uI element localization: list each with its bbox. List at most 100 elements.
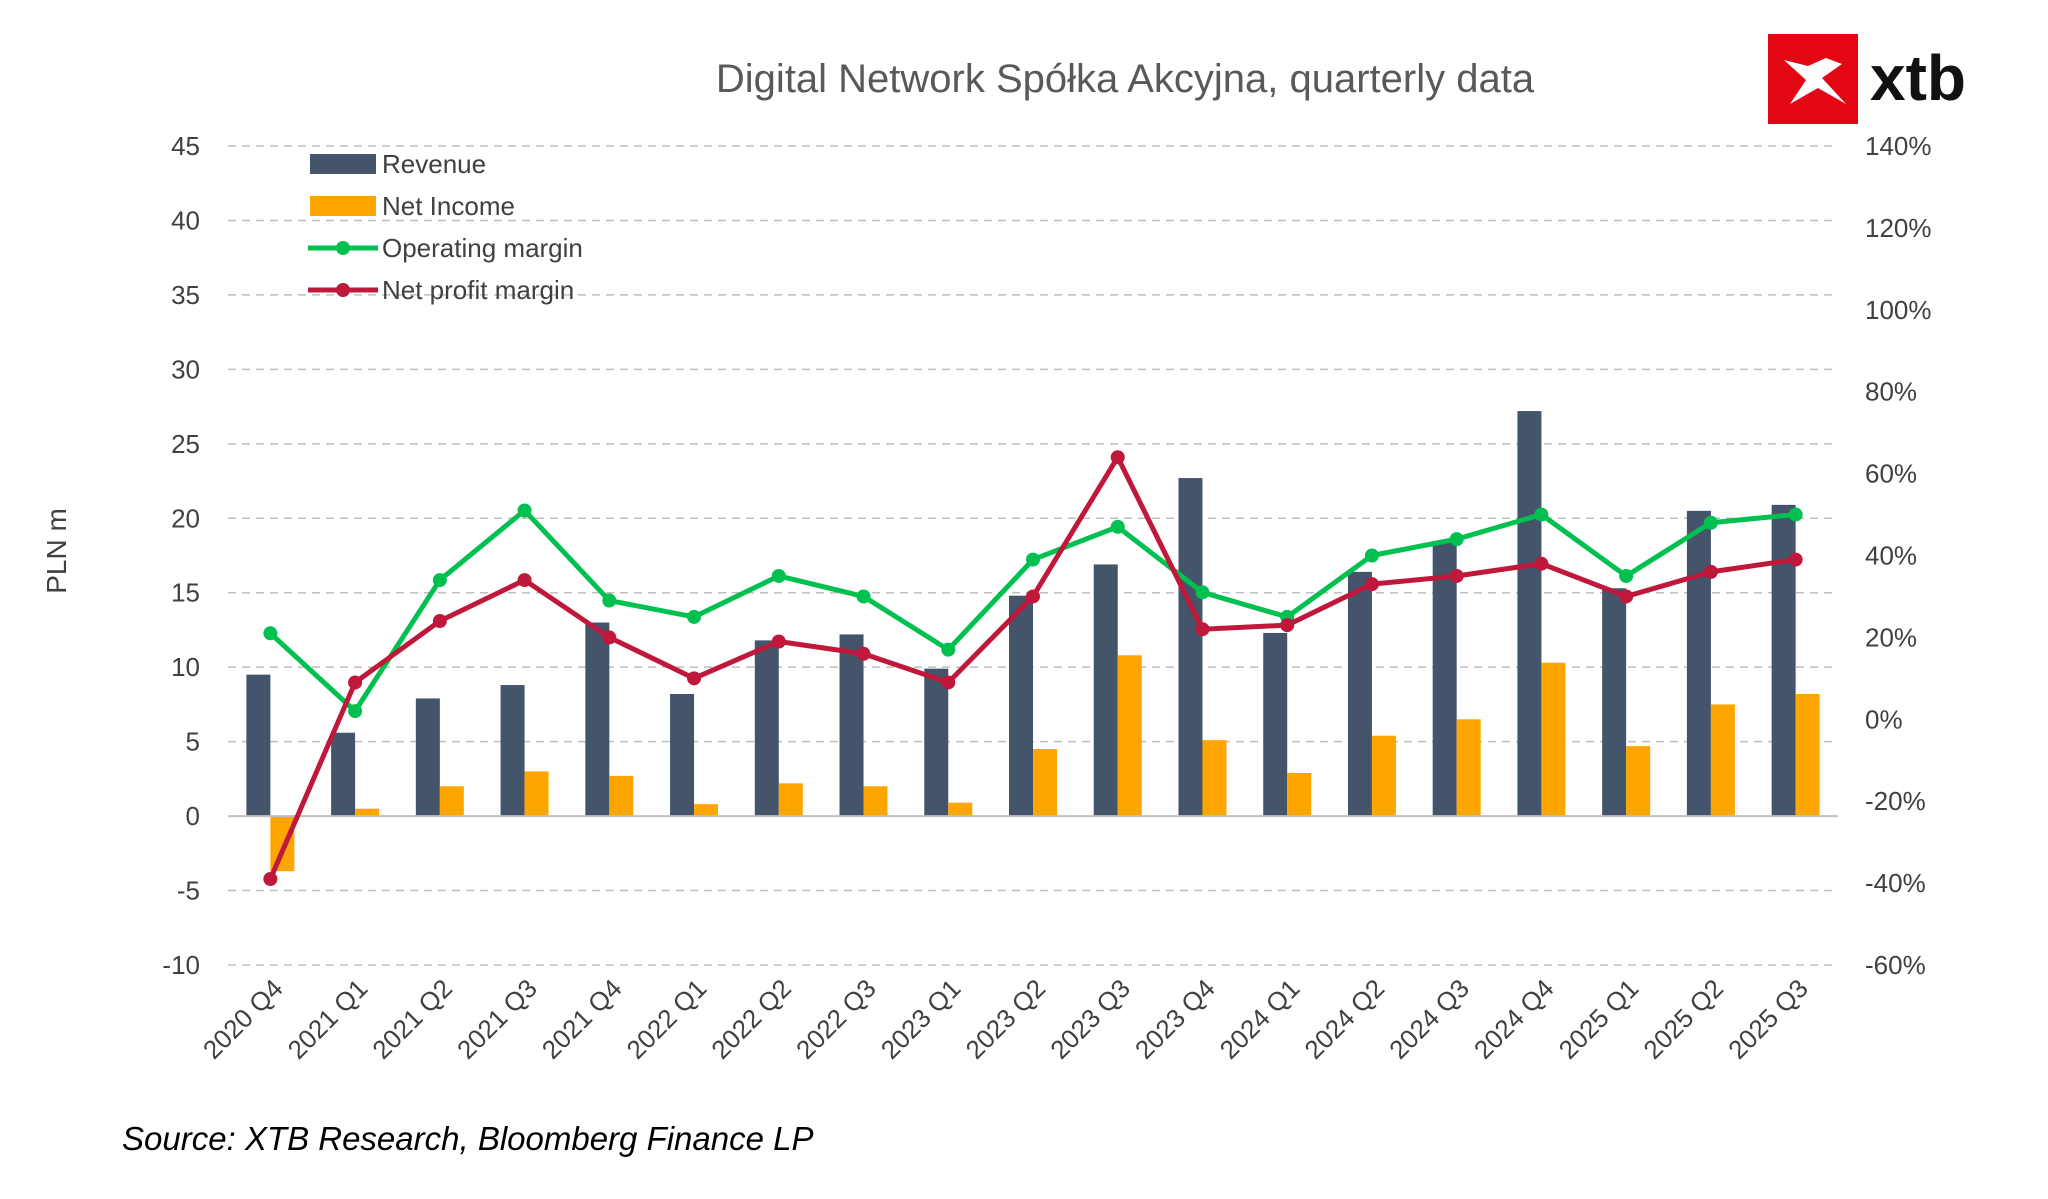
- net-income-bar: [1626, 746, 1651, 817]
- net-income-bar: [270, 816, 295, 872]
- x-tick-label: 2024 Q1: [1214, 973, 1306, 1065]
- net-income-bar: [609, 775, 634, 817]
- net-profit-margin-point: [1703, 564, 1718, 579]
- y2-tick-label: -20%: [1865, 786, 1926, 816]
- net-income-bar: [1117, 655, 1142, 817]
- revenue-bar: [500, 685, 525, 817]
- net-profit-margin-point: [1788, 552, 1803, 567]
- y2-tick-label: 80%: [1865, 377, 1917, 407]
- operating-margin-point: [941, 642, 956, 657]
- revenue-bar: [585, 622, 610, 817]
- net-profit-margin-point: [263, 872, 278, 887]
- legend-swatch-net-income: [310, 196, 376, 216]
- net-profit-margin-point: [687, 671, 702, 686]
- operating-margin-point: [1110, 519, 1125, 534]
- net-income-bar: [1541, 662, 1566, 817]
- net-income-bar: [863, 786, 888, 817]
- y-axis-label: PLN m: [41, 508, 72, 594]
- y2-tick-label: 0%: [1865, 704, 1903, 734]
- revenue-bar: [1686, 510, 1711, 817]
- y2-tick-label: 140%: [1865, 131, 1932, 161]
- legend-label-net-profit-margin: Net profit margin: [382, 275, 574, 305]
- net-profit-margin-point: [348, 675, 363, 690]
- operating-margin-point: [602, 593, 617, 608]
- x-tick-label: 2024 Q4: [1468, 973, 1560, 1065]
- xtb-logo: xtb: [1768, 34, 1966, 124]
- x-tick-label: 2022 Q1: [621, 973, 713, 1065]
- net-profit-margin-point: [1110, 450, 1125, 465]
- x-tick-label: 2021 Q1: [282, 973, 374, 1065]
- y-tick-label: -5: [177, 876, 200, 906]
- net-income-bar: [1456, 719, 1481, 817]
- x-tick-label: 2023 Q4: [1129, 973, 1221, 1065]
- legend-marker-operating-margin: [336, 241, 350, 255]
- revenue-bar: [839, 634, 864, 817]
- legend-marker-net-profit-margin: [336, 283, 350, 297]
- x-tick-label: 2021 Q2: [366, 973, 458, 1065]
- y-tick-label: 35: [171, 280, 200, 310]
- net-income-bar: [355, 808, 380, 817]
- y-tick-label: 15: [171, 578, 200, 608]
- revenue-bar: [246, 674, 271, 817]
- net-income-bar: [1287, 772, 1312, 817]
- logo-x-icon: [1784, 58, 1846, 104]
- revenue-bar: [1347, 571, 1372, 817]
- revenue-bar: [1432, 542, 1457, 817]
- legend: Revenue Net Income Operating margin Net pro…: [308, 149, 583, 305]
- y-tick-label: 0: [186, 801, 200, 831]
- revenue-bar: [924, 668, 949, 817]
- operating-margin-point: [263, 626, 278, 641]
- y2-tick-label: -60%: [1865, 950, 1926, 980]
- x-tick-label: 2025 Q3: [1722, 973, 1814, 1065]
- y-tick-label: 20: [171, 503, 200, 533]
- net-profit-margin-point: [1364, 577, 1379, 592]
- line-series: [263, 450, 1803, 887]
- revenue-bar: [754, 640, 779, 817]
- x-tick-label: 2023 Q3: [1044, 973, 1136, 1065]
- right-axis-ticks: 140% 120% 100% 80% 60% 40% 20% 0% -20% -40% -60%: [1865, 131, 1932, 980]
- operating-margin-point: [1788, 507, 1803, 522]
- y-tick-label: 25: [171, 429, 200, 459]
- operating-margin-point: [1364, 548, 1379, 563]
- source-note: Source: XTB Research, Bloomberg Finance …: [122, 1120, 814, 1157]
- net-profit-margin-point: [1619, 589, 1634, 604]
- y-tick-label: 45: [171, 131, 200, 161]
- x-tick-label: 2021 Q4: [536, 973, 628, 1065]
- net-profit-margin-point: [856, 646, 871, 661]
- net-income-bar: [524, 771, 549, 817]
- revenue-bar: [1009, 595, 1033, 817]
- net-profit-margin-point: [1026, 589, 1040, 604]
- left-axis-ticks: 45 40 35 30 25 20 15 10 5 0 -5 -10: [162, 131, 200, 980]
- revenue-bar: [1093, 564, 1118, 817]
- bar-series: [246, 411, 1820, 872]
- operating-margin-point: [1449, 532, 1464, 547]
- net-income-bar: [1795, 693, 1820, 817]
- operating-margin-point: [432, 573, 447, 588]
- net-profit-margin-point: [517, 573, 532, 588]
- y-tick-label: -10: [162, 950, 200, 980]
- net-income-bar: [778, 783, 803, 817]
- net-profit-margin-point: [771, 634, 786, 649]
- revenue-bar: [1517, 411, 1542, 817]
- logo-text: xtb: [1870, 42, 1966, 114]
- y2-tick-label: 100%: [1865, 295, 1932, 325]
- y-tick-label: 10: [171, 652, 200, 682]
- x-tick-label: 2023 Q1: [875, 973, 967, 1065]
- operating-margin-point: [771, 568, 786, 583]
- net-income-bar: [1033, 749, 1057, 817]
- legend-label-net-income: Net Income: [382, 191, 515, 221]
- operating-margin-point: [348, 704, 363, 719]
- operating-margin-point: [1619, 568, 1634, 583]
- net-income-bar: [1710, 704, 1735, 817]
- x-tick-label: 2022 Q2: [705, 973, 797, 1065]
- revenue-bar: [415, 698, 440, 817]
- x-tick-label: 2021 Q3: [451, 973, 543, 1065]
- chart-title: Digital Network Spółka Akcyjna, quarterl…: [716, 57, 1535, 101]
- revenue-bar: [1602, 588, 1627, 817]
- net-profit-margin-point: [941, 675, 956, 690]
- net-income-bar: [694, 804, 719, 817]
- net-income-bar: [439, 786, 464, 817]
- x-tick-label: 2024 Q2: [1298, 973, 1390, 1065]
